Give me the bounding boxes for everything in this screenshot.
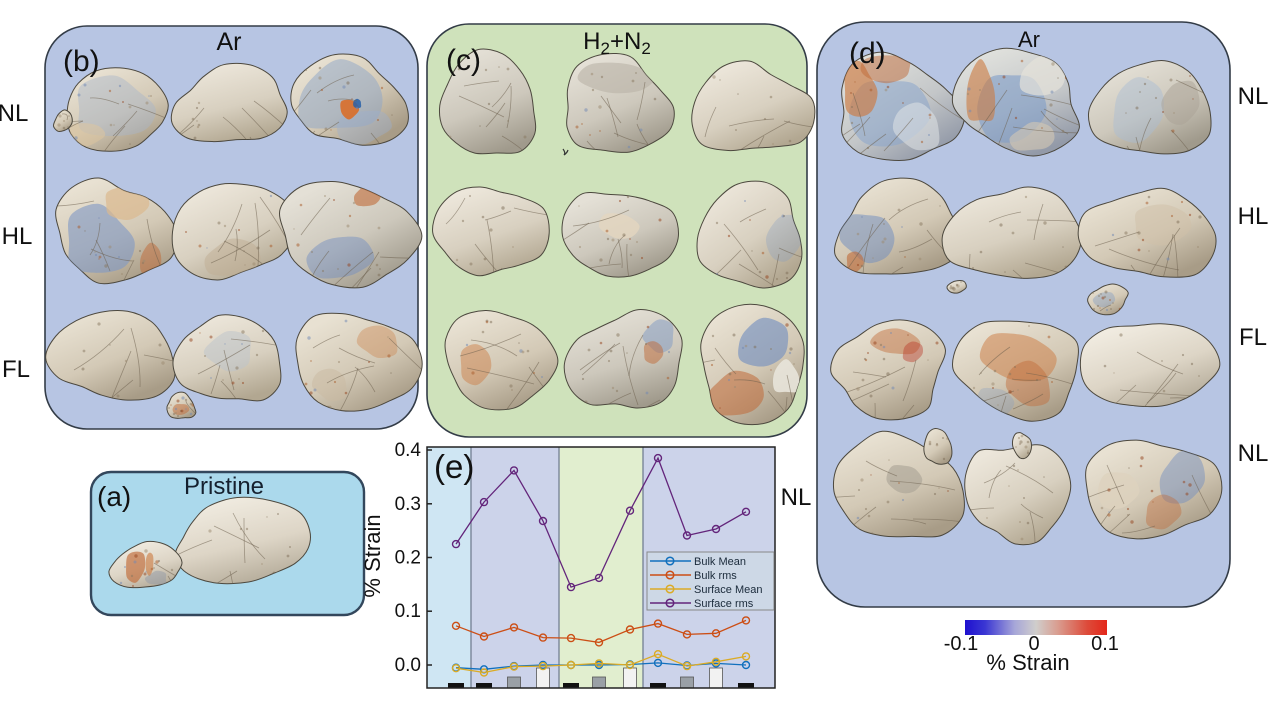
- svg-text:0.2: 0.2: [395, 548, 421, 569]
- svg-text:(e): (e): [434, 448, 474, 485]
- svg-text:(d): (d): [849, 37, 886, 70]
- svg-text:% Strain: % Strain: [986, 650, 1069, 675]
- svg-text:0: 0: [1028, 633, 1039, 655]
- svg-text:(a): (a): [97, 481, 131, 512]
- svg-text:Bulk rms: Bulk rms: [694, 570, 737, 582]
- svg-text:% Strain: % Strain: [360, 514, 385, 597]
- svg-text:HL: HL: [1238, 203, 1269, 230]
- svg-text:-0.1: -0.1: [944, 633, 978, 655]
- svg-text:Surface Mean: Surface Mean: [694, 584, 762, 596]
- svg-text:0.1: 0.1: [395, 601, 421, 622]
- svg-text:NL: NL: [781, 484, 812, 511]
- svg-text:Pristine: Pristine: [184, 473, 264, 500]
- svg-text:FL: FL: [2, 356, 30, 383]
- svg-text:0.3: 0.3: [395, 494, 421, 515]
- svg-text:Ar: Ar: [1018, 27, 1040, 52]
- svg-text:H2+N2: H2+N2: [583, 28, 651, 58]
- svg-text:Bulk Mean: Bulk Mean: [694, 556, 746, 568]
- svg-text:(b): (b): [63, 45, 100, 78]
- svg-text:0.4: 0.4: [395, 440, 422, 461]
- svg-text:0.0: 0.0: [395, 655, 421, 676]
- svg-text:NL: NL: [1238, 440, 1269, 467]
- svg-text:Ar: Ar: [217, 28, 242, 56]
- svg-text:FL: FL: [1239, 324, 1267, 351]
- svg-text:0.1: 0.1: [1091, 633, 1119, 655]
- svg-text:NL: NL: [0, 100, 28, 127]
- svg-text:HL: HL: [2, 223, 33, 250]
- svg-text:(c): (c): [446, 44, 481, 77]
- svg-text:NL: NL: [1238, 83, 1269, 110]
- svg-text:Surface rms: Surface rms: [694, 598, 754, 610]
